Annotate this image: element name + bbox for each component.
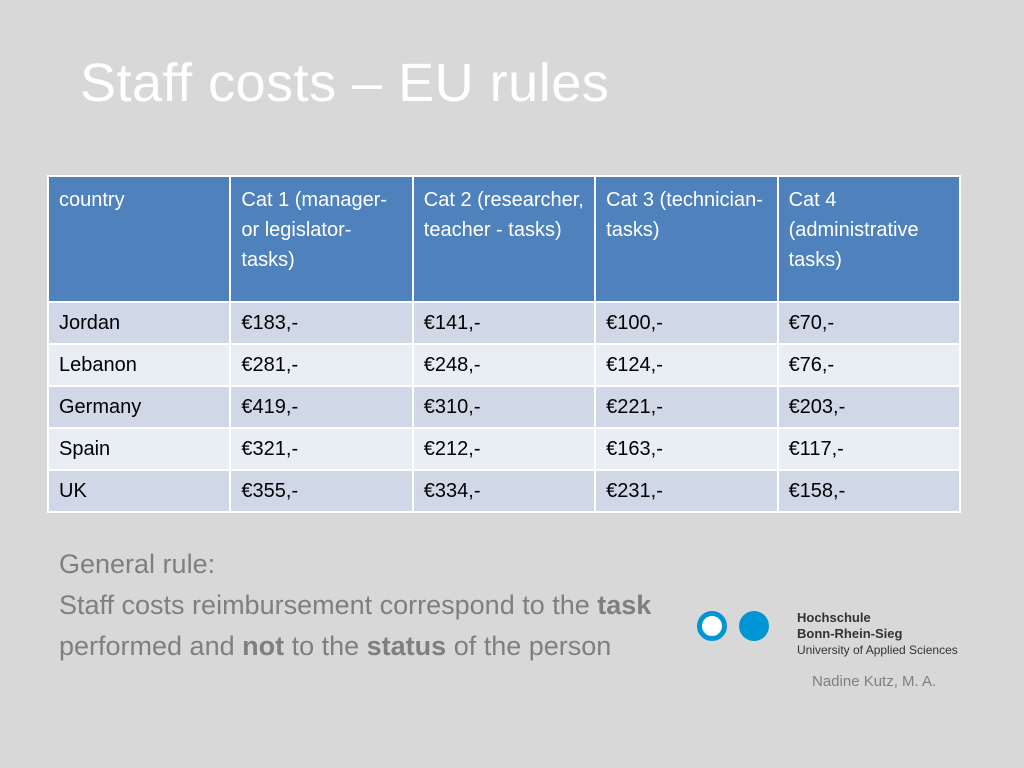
cell-country: UK (46, 469, 232, 513)
column-header-cat2: Cat 2 (researcher, teacher - tasks) (411, 175, 597, 303)
cell-cat3: €163,- (594, 427, 779, 471)
cell-cat4: €70,- (776, 301, 962, 345)
logo-line-1: Hochschule (797, 610, 871, 625)
rule-text-4: of the person (446, 631, 612, 661)
cell-cat3: €221,- (594, 385, 779, 429)
cell-cat1: €321,- (229, 427, 414, 471)
rule-bold-task: task (597, 590, 652, 620)
rule-bold-status: status (366, 631, 447, 661)
cell-cat4: €117,- (776, 427, 962, 471)
logo-text: Hochschule Bonn-Rhein-Sieg University of… (797, 610, 958, 658)
general-rule-heading: General rule: (59, 549, 216, 579)
staff-costs-table: country Cat 1 (manager- or legislator-ta… (46, 175, 962, 513)
cell-country: Spain (46, 427, 232, 471)
rule-text-1: Staff costs reimbursement correspond to … (59, 590, 598, 620)
column-header-cat4: Cat 4 (administrative tasks) (776, 175, 962, 303)
cell-cat4: €158,- (776, 469, 962, 513)
cell-cat2: €141,- (411, 301, 597, 345)
cell-cat2: €310,- (411, 385, 597, 429)
column-header-country: country (46, 175, 232, 303)
cell-cat2: €248,- (411, 343, 597, 387)
cell-cat4: €76,- (776, 343, 962, 387)
table-row: Spain €321,- €212,- €163,- €117,- (46, 427, 962, 471)
general-rule-text: General rule: Staff costs reimbursement … (59, 544, 699, 667)
cell-cat4: €203,- (776, 385, 962, 429)
cell-cat2: €334,- (411, 469, 597, 513)
cell-country: Germany (46, 385, 232, 429)
cell-cat1: €183,- (229, 301, 414, 345)
university-logo: Hochschule Bonn-Rhein-Sieg University of… (697, 608, 987, 658)
cell-country: Jordan (46, 301, 232, 345)
cell-cat1: €355,- (229, 469, 414, 513)
cell-cat2: €212,- (411, 427, 597, 471)
general-rule-body: Staff costs reimbursement correspond to … (59, 585, 699, 667)
table-row: Germany €419,- €310,- €221,- €203,- (46, 385, 962, 429)
cell-cat3: €231,- (594, 469, 779, 513)
table-row: Jordan €183,- €141,- €100,- €70,- (46, 301, 962, 345)
slide-title: Staff costs – EU rules (80, 53, 610, 113)
logo-line-2: Bonn-Rhein-Sieg (797, 626, 903, 641)
table-header-row: country Cat 1 (manager- or legislator-ta… (46, 175, 962, 303)
logo-dot-icon (739, 611, 769, 641)
column-header-cat3: Cat 3 (technician-tasks) (594, 175, 779, 303)
cell-cat1: €419,- (229, 385, 414, 429)
author-credit: Nadine Kutz, M. A. (812, 673, 937, 690)
column-header-cat1: Cat 1 (manager- or legislator-tasks) (229, 175, 414, 303)
cell-cat3: €100,- (594, 301, 779, 345)
cell-country: Lebanon (46, 343, 232, 387)
logo-ring-icon (697, 611, 727, 641)
cell-cat3: €124,- (594, 343, 779, 387)
table-row: UK €355,- €334,- €231,- €158,- (46, 469, 962, 513)
cell-cat1: €281,- (229, 343, 414, 387)
rule-text-2: performed and (59, 631, 243, 661)
table-row: Lebanon €281,- €248,- €124,- €76,- (46, 343, 962, 387)
rule-text-3: to the (284, 631, 367, 661)
logo-line-3: University of Applied Sciences (797, 643, 958, 657)
rule-bold-not: not (242, 631, 285, 661)
